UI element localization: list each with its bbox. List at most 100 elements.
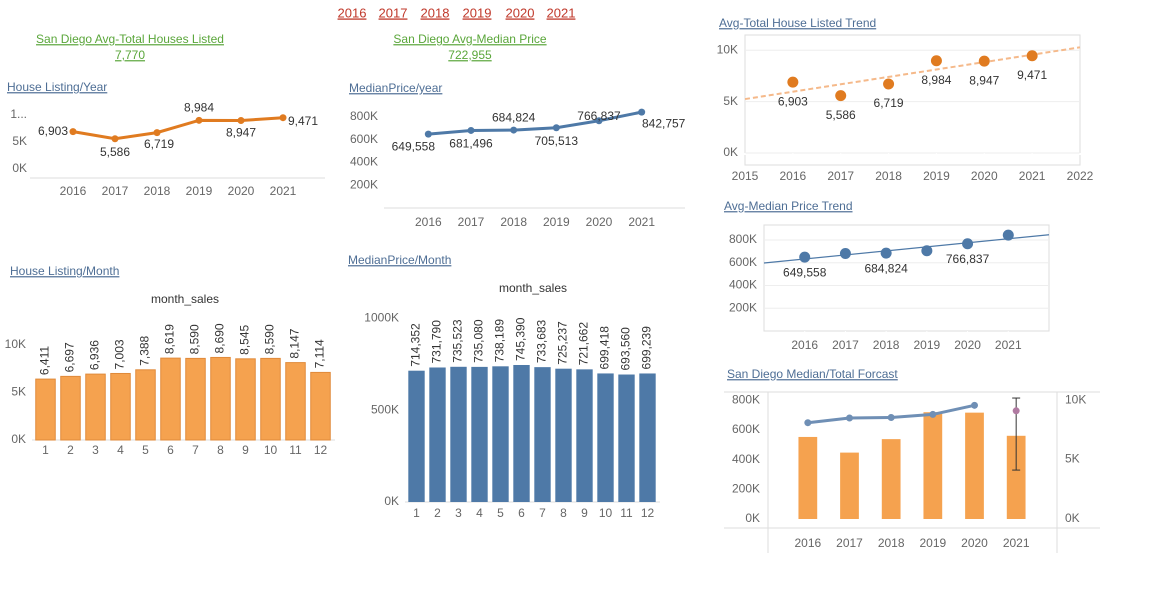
- x-tick-label: 2019: [919, 536, 946, 550]
- y-tick-label: 1000K: [364, 310, 399, 324]
- x-tick-label: 4: [117, 443, 124, 457]
- x-tick-label: 2017: [102, 184, 129, 198]
- value-label: 9,471: [288, 114, 318, 128]
- x-tick-label: 2019: [914, 338, 941, 352]
- point: [1002, 229, 1014, 241]
- value-label: 735,523: [451, 319, 465, 363]
- bar: [639, 373, 656, 502]
- bar: [35, 378, 56, 441]
- y-tick-label: 400K: [350, 155, 378, 169]
- point: [804, 419, 812, 427]
- kpi-value: 722,955: [448, 48, 492, 62]
- bar: [160, 357, 181, 441]
- x-tick-label: 2021: [1019, 169, 1046, 183]
- year-filter[interactable]: 2016: [338, 5, 367, 20]
- x-tick-label: 2019: [186, 184, 213, 198]
- year-filter[interactable]: 2017: [379, 5, 408, 20]
- value-label: 731,790: [430, 320, 444, 364]
- y-tick-label: 800K: [729, 232, 757, 246]
- point: [787, 76, 799, 88]
- x-tick-label: 2020: [228, 184, 255, 198]
- value-label: 735,080: [472, 319, 486, 363]
- value-label: 842,757: [642, 116, 686, 130]
- x-tick-label: 2016: [415, 215, 442, 229]
- value-label: 9,471: [1017, 68, 1047, 82]
- x-tick-label: 2018: [144, 184, 171, 198]
- value-label: 7,114: [313, 339, 327, 368]
- chart-title[interactable]: Avg-Median Price Trend: [724, 199, 853, 213]
- x-tick-label: 2020: [586, 215, 613, 229]
- chart-title[interactable]: MedianPrice/Month: [348, 253, 451, 267]
- bar: [840, 452, 859, 519]
- chart-title[interactable]: House Listing/Year: [7, 80, 107, 94]
- y-tick-label: 10K: [5, 337, 26, 351]
- year-filter[interactable]: 2020: [506, 5, 535, 20]
- y-tick-label: 400K: [729, 278, 757, 292]
- point: [921, 245, 933, 257]
- value-label: 5,586: [100, 145, 130, 159]
- chart-title[interactable]: Avg-Total House Listed Trend: [719, 16, 876, 30]
- plot-frame: [744, 34, 1081, 166]
- x-tick-label: 2018: [873, 338, 900, 352]
- bar: [135, 369, 156, 441]
- trend-line: [763, 234, 1050, 264]
- value-label: 705,513: [535, 134, 579, 148]
- x-tick-label: 5: [497, 506, 504, 520]
- value-label: 733,683: [535, 319, 549, 363]
- point: [510, 126, 518, 134]
- x-tick-label: 11: [620, 506, 633, 520]
- value-label: 8,590: [263, 324, 277, 354]
- x-tick-label: 2021: [1003, 536, 1030, 550]
- x-tick-label: 2021: [995, 338, 1022, 352]
- value-label: 699,239: [640, 326, 654, 370]
- point: [595, 117, 603, 125]
- y-tick-label: 200K: [729, 300, 757, 314]
- bar: [881, 439, 901, 519]
- x-tick-label: 7: [539, 506, 546, 520]
- bar: [798, 436, 818, 519]
- x-tick-label: 2020: [961, 536, 988, 550]
- chart-subtitle: month_sales: [499, 281, 567, 295]
- x-tick-label: 3: [455, 506, 462, 520]
- x-tick-label: 12: [314, 443, 328, 457]
- x-tick-label: 2020: [971, 169, 998, 183]
- x-tick-label: 2015: [732, 169, 759, 183]
- x-tick-label: 2018: [878, 536, 905, 550]
- y-tick-label: 0K: [745, 511, 760, 525]
- value-label: 766,837: [946, 252, 990, 266]
- point: [962, 238, 974, 250]
- y-tick-label: 0K: [723, 145, 738, 159]
- year-filter[interactable]: 2018: [421, 5, 450, 20]
- y-tick-label: 800K: [350, 109, 378, 123]
- x-tick-label: 2017: [836, 536, 863, 550]
- y-tick-label: 500K: [371, 402, 399, 416]
- bar: [110, 372, 131, 441]
- x-tick-label: 5: [142, 443, 149, 457]
- bar: [1006, 435, 1026, 519]
- bar: [576, 369, 593, 502]
- line: [428, 110, 642, 136]
- bar: [210, 356, 231, 441]
- trend-line: [744, 46, 1081, 101]
- bar: [85, 373, 106, 441]
- x-tick-label: 1: [413, 506, 420, 520]
- value-label: 714,352: [409, 323, 423, 367]
- value-label: 745,390: [514, 317, 528, 361]
- plot-frame: [763, 224, 1050, 332]
- bar: [450, 366, 467, 502]
- value-label: 6,903: [778, 94, 808, 108]
- point: [111, 135, 119, 143]
- year-filter[interactable]: 2021: [547, 5, 576, 20]
- chart-title[interactable]: MedianPrice/year: [349, 81, 442, 95]
- y-tick-label: 5K: [723, 94, 738, 108]
- value-label: 684,824: [864, 261, 908, 275]
- point: [835, 90, 847, 102]
- bar: [965, 412, 984, 519]
- chart-title[interactable]: San Diego Median/Total Forcast: [727, 367, 898, 381]
- chart-title[interactable]: House Listing/Month: [10, 264, 119, 278]
- bar: [555, 368, 572, 502]
- x-tick-label: 11: [289, 443, 302, 457]
- year-filter[interactable]: 2019: [463, 5, 492, 20]
- value-label: 684,824: [492, 110, 536, 124]
- value-label: 6,936: [88, 340, 102, 370]
